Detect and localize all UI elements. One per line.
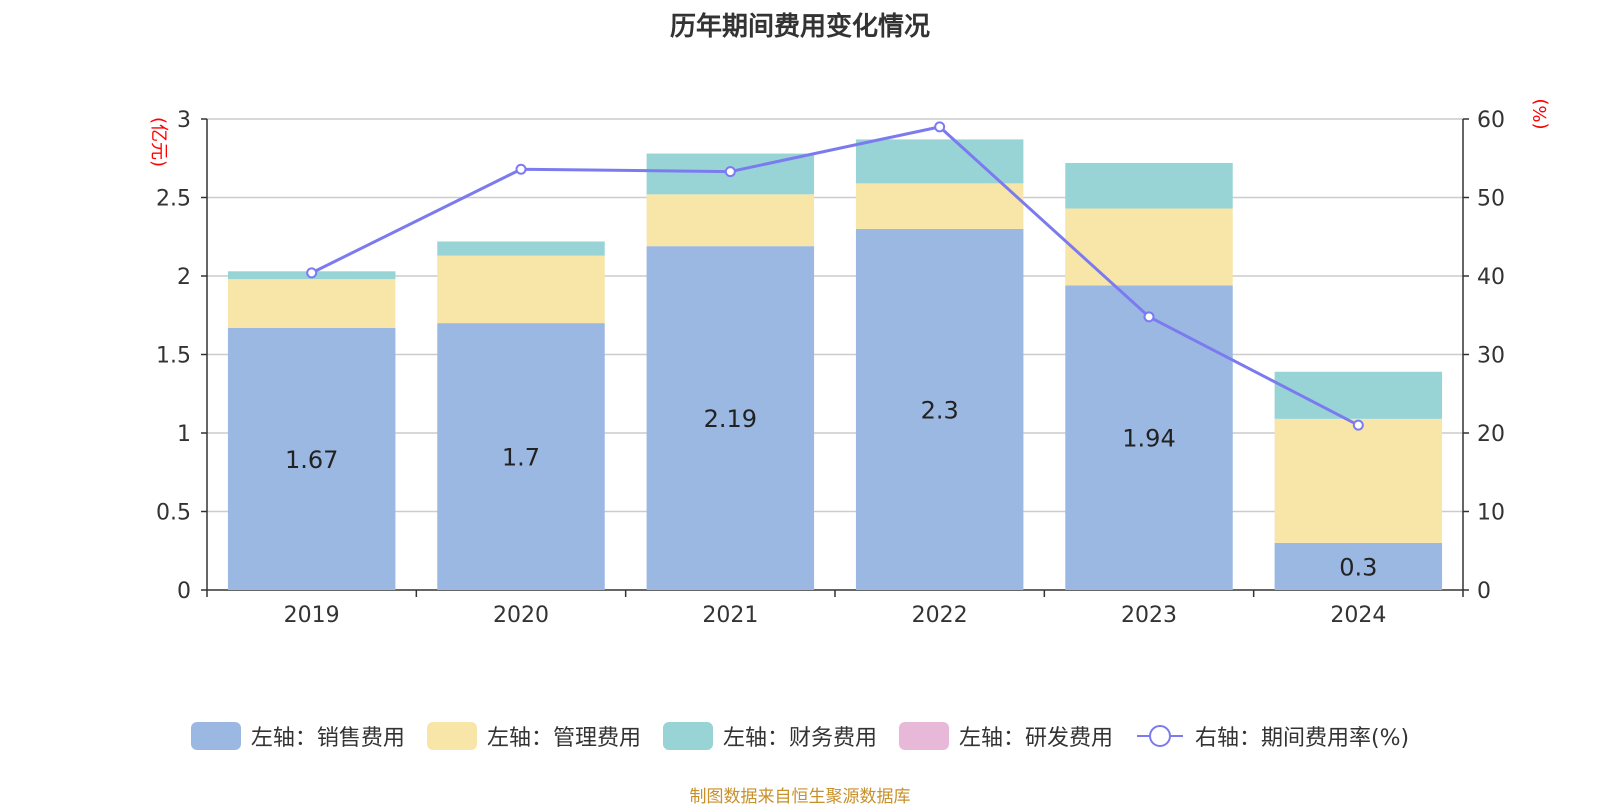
legend-item-rate[interactable]: 右轴：期间费用率(%) [1135, 720, 1409, 752]
source-note: 制图数据来自恒生聚源数据库 [689, 787, 911, 807]
bar-segment [437, 255, 605, 324]
bar-segment [1065, 208, 1233, 286]
legend-item-sales[interactable]: 左轴：销售费用 [190, 720, 405, 752]
bar-data-label: 2.3 [921, 396, 959, 424]
left-tick-label: 0 [177, 579, 191, 604]
bar-data-label: 1.7 [502, 444, 540, 472]
legend-line-circle-icon [1136, 725, 1183, 747]
bar-segment [855, 183, 1024, 229]
legend-label-rnd: 左轴：研发费用 [958, 726, 1113, 751]
legend-item-rnd[interactable]: 左轴：研发费用 [898, 720, 1113, 752]
bar-data-label: 2.19 [704, 405, 757, 433]
right-tick-label: 30 [1477, 344, 1505, 369]
right-tick-label: 60 [1477, 108, 1505, 133]
legend-item-admin[interactable]: 左轴：管理费用 [426, 720, 641, 752]
rate-point [934, 121, 946, 133]
legend-item-finance[interactable]: 左轴：财务费用 [662, 720, 877, 752]
right-tick-label: 0 [1477, 579, 1491, 604]
legend-swatch-admin [426, 722, 477, 750]
legend-swatch-sales [190, 722, 241, 750]
rate-point [724, 166, 736, 178]
x-tick-label: 2020 [493, 603, 549, 628]
bar-segment [437, 323, 605, 590]
rate-point [306, 267, 318, 279]
left-tick-label: 2.5 [156, 187, 191, 212]
bar-segment [646, 246, 815, 591]
x-tick-label: 2024 [1330, 603, 1386, 628]
bar-segment [227, 279, 396, 328]
right-tick-label: 10 [1477, 501, 1505, 526]
bar-data-label: 0.3 [1339, 553, 1377, 581]
left-tick-label: 1 [177, 422, 191, 447]
left-tick-label: 3 [177, 108, 191, 133]
bar-segment [437, 241, 605, 256]
right-axis-unit-label: (%) [1530, 98, 1551, 129]
bar-segment [1065, 162, 1233, 209]
legend-label-rate: 右轴：期间费用率(%) [1194, 726, 1410, 751]
bar-segment [855, 139, 1024, 184]
legend-label-sales: 左轴：销售费用 [250, 726, 405, 751]
left-tick-label: 0.5 [156, 501, 191, 526]
chart-title: 历年期间费用变化情况 [669, 12, 930, 42]
x-tick-label: 2021 [702, 603, 758, 628]
legend-label-admin: 左轴：管理费用 [486, 726, 641, 751]
rate-point [1352, 419, 1364, 431]
x-tick-label: 2023 [1121, 603, 1177, 628]
right-tick-label: 50 [1477, 187, 1505, 212]
left-tick-label: 2 [177, 265, 191, 290]
rate-point [1143, 311, 1155, 323]
left-axis-unit-label: (亿元) [148, 117, 169, 167]
right-tick-label: 20 [1477, 422, 1505, 447]
legend: 左轴：销售费用 左轴：管理费用 左轴：财务费用 左轴：研发费用 右轴：期间费用率… [0, 718, 1600, 754]
bar-data-label: 1.67 [285, 446, 338, 474]
legend-swatch-finance [662, 722, 713, 750]
legend-label-finance: 左轴：财务费用 [722, 726, 877, 751]
rate-line [311, 125, 1360, 427]
bar-segment [646, 194, 815, 247]
left-tick-label: 1.5 [156, 344, 191, 369]
bar-data-label: 1.94 [1122, 425, 1175, 453]
bar-segment [1274, 418, 1443, 543]
right-tick-label: 40 [1477, 265, 1505, 290]
bar-segment [1274, 542, 1443, 590]
bar-segment [1065, 285, 1233, 590]
rate-point [515, 163, 527, 175]
bar-segment [855, 228, 1024, 590]
bar-segment [227, 327, 396, 590]
x-tick-label: 2019 [284, 603, 340, 628]
legend-swatch-rnd [898, 722, 949, 750]
x-tick-label: 2022 [912, 603, 968, 628]
